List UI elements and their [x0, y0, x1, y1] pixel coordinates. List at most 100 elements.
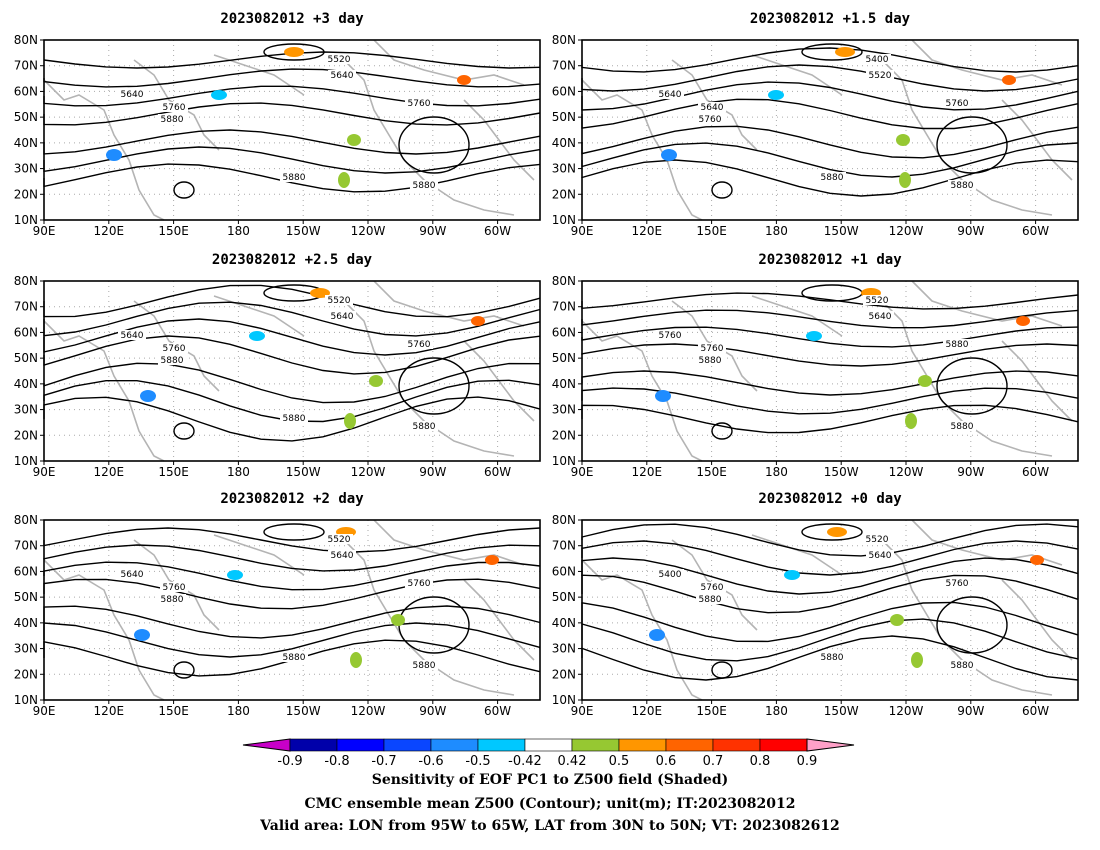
lon-tick-label: 60W: [484, 224, 511, 238]
lat-tick-label: 70N: [552, 59, 576, 73]
lon-tick-label: 90W: [419, 704, 446, 718]
sensitivity-shade: [649, 629, 665, 641]
z500-contour: [581, 64, 1079, 92]
sensitivity-shade: [347, 134, 361, 146]
contour-label-bg: [325, 295, 353, 305]
lat-tick-label: 80N: [552, 513, 576, 527]
lat-tick-label: 50N: [552, 110, 576, 124]
map-background: [582, 281, 1078, 461]
lon-tick-label: 180: [227, 465, 250, 479]
contour-label: 5520: [866, 296, 889, 306]
z500-contour: [43, 163, 541, 193]
contour-label: 5880: [413, 661, 436, 671]
lon-tick-label: 120E: [94, 465, 125, 479]
sensitivity-shade: [806, 331, 822, 341]
lat-tick-label: 30N: [552, 162, 576, 176]
coastline: [1001, 99, 1073, 181]
contour-label-bg: [328, 311, 356, 321]
coastline: [43, 79, 165, 221]
lon-tick-label: 120W: [351, 465, 386, 479]
contour-label-bg: [863, 534, 891, 544]
colorbar-tick-label: -0.9: [277, 754, 302, 769]
lat-tick-label: 40N: [552, 136, 576, 150]
lon-tick-label: 150E: [158, 224, 189, 238]
colorbar-high-arrow: [806, 738, 855, 752]
map-frame: [581, 39, 1079, 221]
contour-label: 5880: [161, 356, 184, 366]
z500-contour: [43, 639, 541, 677]
coastline: [911, 280, 1063, 327]
sensitivity-shade: [896, 134, 910, 146]
panel-title: 2023082012 +2 day: [220, 491, 364, 507]
z500-contour: [43, 605, 541, 639]
colorbar-segment: [430, 738, 479, 752]
contour-label-bg: [405, 339, 433, 349]
map-background: [44, 40, 540, 220]
lat-tick-label: 10N: [14, 693, 38, 707]
contour-label-bg: [328, 70, 356, 80]
contour-label: 5880: [283, 173, 306, 183]
sensitivity-shade: [768, 90, 784, 100]
lon-tick-label: 150E: [158, 704, 189, 718]
lon-tick-label: 90W: [419, 465, 446, 479]
sensitivity-shade: [1030, 555, 1044, 565]
lon-tick-label: 120E: [94, 224, 125, 238]
contour-label: 5760: [163, 344, 186, 354]
contour-label-bg: [160, 102, 188, 112]
caption-shading: Sensitivity of EOF PC1 to Z500 field (Sh…: [371, 772, 729, 788]
z500-contour: [581, 557, 1079, 595]
lon-tick-label: 120E: [94, 704, 125, 718]
contour-label-bg: [118, 89, 146, 99]
closed-contour: [711, 181, 733, 199]
contour-label: 5760: [659, 331, 682, 341]
closed-contour: [173, 661, 195, 679]
lon-tick-label: 180: [765, 465, 788, 479]
contour-label: 5880: [413, 181, 436, 191]
z500-contour: [43, 68, 541, 88]
lon-tick-label: 90E: [571, 224, 594, 238]
z500-contour: [43, 335, 541, 375]
sensitivity-shade: [1016, 316, 1030, 326]
panel-title: 2023082012 +3 day: [220, 11, 364, 27]
contour-label-bg: [410, 180, 438, 190]
colorbar-segment: [618, 738, 667, 752]
contour-label-bg: [405, 98, 433, 108]
lon-tick-label: 120W: [889, 704, 924, 718]
z500-contour: [43, 622, 541, 658]
colorbar-segment: [759, 738, 808, 752]
contour-label-bg: [656, 330, 684, 340]
sensitivity-shade: [344, 413, 356, 429]
lat-tick-label: 30N: [14, 162, 38, 176]
colorbar-tick-label: 0.6: [656, 754, 677, 769]
z500-contour: [43, 146, 541, 174]
z500-contour: [581, 370, 1079, 396]
lat-tick-label: 60N: [14, 325, 38, 339]
sensitivity-shade: [827, 527, 847, 537]
contour-label-bg: [118, 569, 146, 579]
closed-contour: [173, 181, 195, 199]
coastline: [751, 54, 843, 96]
contour-label: 5760: [408, 99, 431, 109]
lon-tick-label: 180: [227, 704, 250, 718]
colorbar-tick-label: -0.8: [324, 754, 349, 769]
coastline: [43, 320, 165, 462]
lat-tick-label: 80N: [14, 33, 38, 47]
lon-tick-label: 90W: [957, 465, 984, 479]
contour-label-bg: [325, 534, 353, 544]
sensitivity-shade: [106, 149, 122, 161]
lat-tick-label: 20N: [14, 187, 38, 201]
colorbar-segment: [289, 738, 338, 752]
contour-label: 5520: [328, 296, 351, 306]
contour-label: 5760: [699, 115, 722, 125]
contour-label-bg: [863, 54, 891, 64]
contour-label: 5880: [283, 653, 306, 663]
z500-contour: [43, 102, 541, 126]
contour-label: 5640: [869, 551, 892, 561]
z500-contour: [581, 47, 1079, 73]
contour-label-bg: [118, 330, 146, 340]
contour-label: 5520: [328, 55, 351, 65]
z500-contour: [581, 98, 1079, 130]
contour-label-bg: [818, 172, 846, 182]
z500-contour: [581, 343, 1079, 367]
z500-contour: [581, 125, 1079, 159]
